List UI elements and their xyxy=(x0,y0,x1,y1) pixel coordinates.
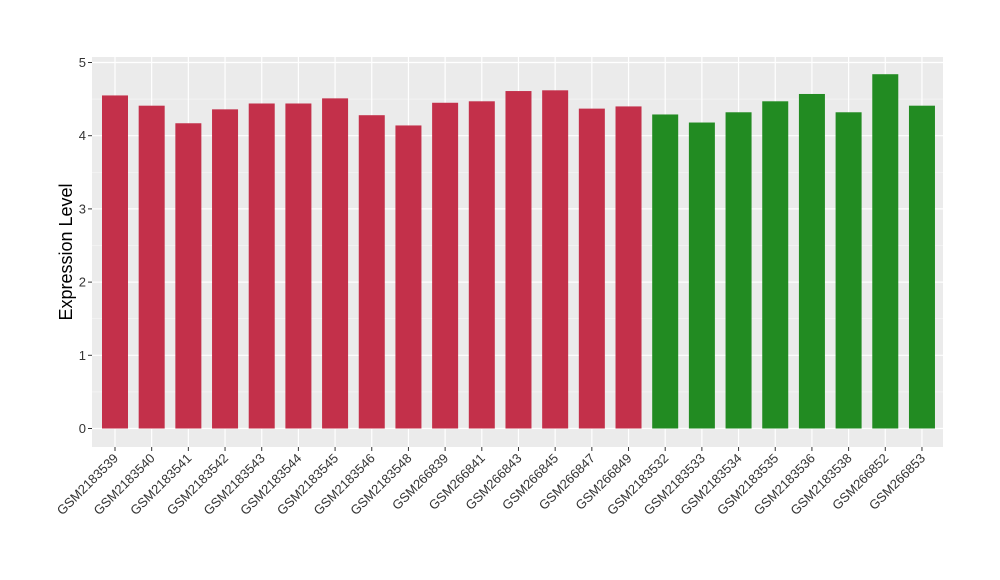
bar-GSM2183533 xyxy=(688,122,715,429)
y-tick-label: 2 xyxy=(79,275,86,290)
bar-GSM2183540 xyxy=(138,105,165,429)
bar-GSM266839 xyxy=(432,102,459,429)
bar-GSM266852 xyxy=(872,74,899,429)
bar-GSM2183539 xyxy=(102,95,128,429)
bar-GSM2183545 xyxy=(322,98,349,429)
bar-GSM2183543 xyxy=(248,103,275,429)
y-tick-label: 0 xyxy=(79,421,86,436)
bar-GSM266847 xyxy=(578,108,605,429)
bar-GSM2183544 xyxy=(285,103,312,429)
y-tick-label: 5 xyxy=(79,55,86,70)
bar-GSM266849 xyxy=(615,106,642,429)
bar-GSM2183546 xyxy=(358,115,385,429)
bar-GSM2183542 xyxy=(212,109,239,429)
y-axis-title: Expression Level xyxy=(56,183,76,320)
bar-GSM2183548 xyxy=(395,125,422,429)
bar-GSM2183541 xyxy=(175,123,202,429)
bar-GSM2183536 xyxy=(798,93,825,429)
bars xyxy=(102,74,935,429)
bar-GSM2183534 xyxy=(725,112,752,429)
bar-GSM266853 xyxy=(908,105,935,429)
y-axis: 0 1 2 3 4 5 xyxy=(79,55,92,436)
bar-GSM2183532 xyxy=(652,114,679,429)
y-tick-label: 4 xyxy=(79,128,86,143)
bar-GSM266841 xyxy=(468,101,495,429)
x-axis: GSM2183539GSM2183540GSM2183541GSM2183542… xyxy=(54,447,928,518)
bar-GSM2183535 xyxy=(762,101,789,429)
y-tick-label: 1 xyxy=(79,348,86,363)
bar-GSM266843 xyxy=(505,91,532,429)
y-tick-label: 3 xyxy=(79,201,86,216)
bar-GSM266845 xyxy=(542,90,569,429)
bar-GSM2183538 xyxy=(835,112,862,429)
